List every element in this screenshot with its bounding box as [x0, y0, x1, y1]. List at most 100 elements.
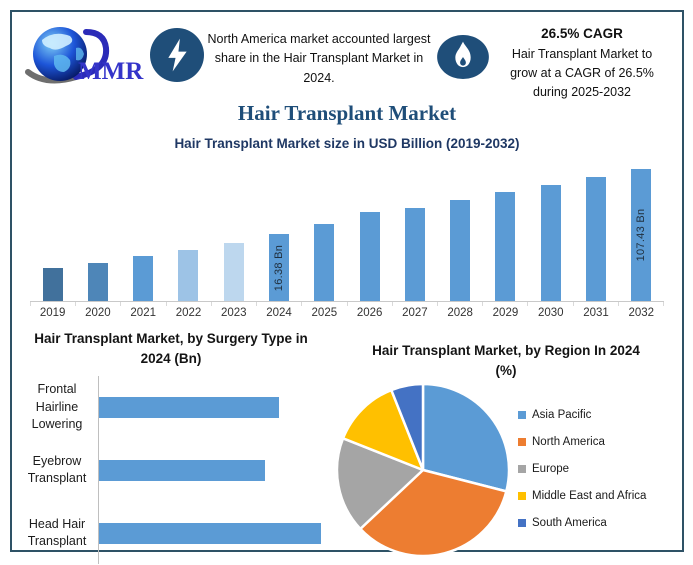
year-label: 2032 — [628, 307, 655, 320]
bottom-charts: Hair Transplant Market, by Surgery Type … — [12, 325, 682, 565]
bar-column — [211, 243, 256, 302]
pie-chart — [330, 380, 512, 558]
bar-2028 — [450, 200, 471, 302]
axis-tick — [76, 302, 122, 307]
legend-label: Middle East and Africa — [532, 490, 647, 503]
pie-slice-south-america — [390, 383, 425, 472]
year-label: 2024 — [266, 307, 292, 320]
bar-2026 — [359, 212, 380, 302]
mmr-logo: MMR — [20, 22, 146, 93]
year-label: 2019 — [39, 307, 66, 320]
surgery-bar — [99, 459, 266, 481]
axis-tick — [619, 302, 665, 307]
cagr-callout: 26.5% CAGR Hair Transplant Market to gro… — [490, 26, 674, 101]
bar-2031 — [586, 177, 607, 302]
year-label: 2029 — [492, 307, 519, 320]
bar-column: 16.38 Bn — [256, 234, 301, 302]
year-label: 2020 — [85, 307, 111, 320]
legend-swatch — [518, 492, 526, 501]
axis-tick — [212, 302, 258, 307]
bar-column — [121, 256, 166, 302]
bar-value-label: 16.38 Bn — [273, 244, 286, 291]
axis-tick — [167, 302, 212, 307]
year-label: 2025 — [311, 307, 338, 320]
surgery-type-chart-rows: Frontal Hairline Lowering Eyebrow Transpl… — [16, 376, 330, 565]
surgery-category-label: Head Hair Transplant — [27, 516, 87, 549]
x-axis-year-labels: 2019 2020 2021 2022 2023 2024 2025 2026 2027 2028… — [30, 306, 664, 319]
bar-2019 — [42, 268, 63, 302]
axis-tick — [438, 302, 484, 307]
page-title: Hair Transplant Market — [237, 101, 457, 126]
surgery-category-label: Frontal Hairline Lowering — [31, 382, 83, 432]
infographic-frame: MMR North America market accounted large… — [10, 10, 684, 565]
bar-2022 — [178, 250, 199, 302]
bar-column — [528, 185, 573, 302]
legend-swatch — [518, 411, 526, 420]
bar-2024: 16.38 Bn — [269, 234, 290, 302]
axis-tick — [348, 302, 393, 307]
flame-icon — [436, 34, 490, 85]
bar-column — [75, 263, 120, 302]
axis-tick — [257, 302, 303, 307]
axis-tick — [302, 302, 348, 307]
year-label: 2028 — [447, 307, 473, 320]
bar-column — [483, 192, 528, 302]
year-label: 2022 — [175, 307, 202, 320]
surgery-row: Head Hair Transplant — [16, 501, 330, 565]
pie-legend: Asia Pacific North America Europe Middle Ea… — [518, 409, 646, 529]
surgery-bar — [99, 397, 280, 419]
pie-slice-europe — [335, 437, 425, 531]
cagr-text: Hair Transplant Market to grow at a CAGR… — [510, 47, 654, 99]
market-size-chart-title: Hair Transplant Market size in USD Billi… — [174, 136, 520, 152]
lightning-icon — [150, 28, 204, 87]
legend-item: North America — [518, 436, 646, 448]
bar-2030 — [540, 185, 561, 302]
legend-label: Asia Pacific — [532, 409, 592, 422]
bar-2021 — [133, 256, 154, 302]
year-label: 2031 — [583, 307, 609, 320]
bar-2032: 107.43 Bn — [631, 169, 652, 302]
legend-label: Europe — [532, 463, 570, 476]
surgery-bar-zone — [98, 376, 330, 440]
region-pie-chart-title: Hair Transplant Market, by Region In 202… — [372, 343, 640, 378]
year-label: 2026 — [356, 307, 383, 320]
surgery-category-label: Eyebrow Transplant — [27, 453, 87, 486]
surgery-row: Eyebrow Transplant — [16, 439, 330, 502]
bar-column — [302, 224, 347, 302]
x-axis-line — [30, 301, 664, 303]
pie-slice-middle-east-and-africa — [341, 389, 425, 472]
market-size-chart-columns: 16.38 Bn 107.43 Bn — [30, 155, 664, 302]
legend-label: South America — [532, 517, 607, 530]
logo-text: MMR — [78, 58, 144, 85]
bar-column — [573, 177, 618, 302]
legend-item: Europe — [518, 463, 646, 475]
pie-slice-asia-pacific — [421, 383, 511, 494]
bar-column: 107.43 Bn — [619, 169, 664, 302]
axis-tick — [121, 302, 167, 307]
year-label: 2021 — [130, 307, 156, 320]
surgery-bar-zone — [98, 501, 330, 565]
axis-tick — [393, 302, 438, 307]
axis-tick — [483, 302, 529, 307]
surgery-bar-zone — [98, 439, 330, 502]
surgery-bar — [99, 522, 321, 544]
legend-swatch — [518, 438, 526, 447]
legend-item: Middle East and Africa — [518, 490, 646, 502]
bar-column — [392, 208, 437, 302]
globe-icon: MMR — [25, 27, 144, 85]
axis-tick — [528, 302, 574, 307]
legend-label: North America — [532, 436, 605, 449]
axis-tick — [574, 302, 619, 307]
legend-item: Asia Pacific — [518, 409, 646, 421]
bar-column — [347, 212, 392, 302]
bar-2029 — [495, 192, 516, 302]
pie-slice-north-america — [359, 469, 508, 558]
bar-column — [166, 250, 211, 302]
year-label: 2030 — [537, 307, 564, 320]
surgery-row: Frontal Hairline Lowering — [16, 376, 330, 440]
bar-2025 — [314, 224, 335, 302]
legend-swatch — [518, 465, 526, 474]
legend-swatch — [518, 519, 526, 528]
north-america-callout: North America market accounted largest s… — [207, 32, 431, 85]
year-label: 2023 — [220, 307, 247, 320]
